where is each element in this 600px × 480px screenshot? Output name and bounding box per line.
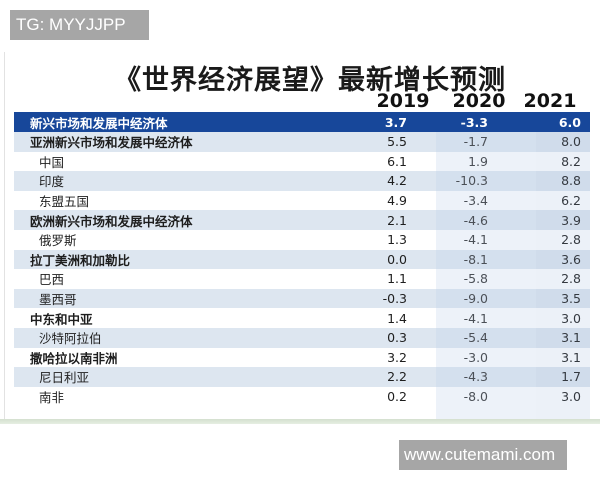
value-2019: -0.3 bbox=[382, 291, 407, 307]
row-label: 撒哈拉以南非洲 bbox=[30, 350, 118, 366]
row-label: 中东和中亚 bbox=[30, 311, 93, 327]
value-2019: 1.3 bbox=[387, 232, 407, 248]
table-row: 中东和中亚 1.4 -4.1 3.0 bbox=[14, 308, 590, 328]
value-2020: -1.7 bbox=[463, 134, 488, 150]
row-label: 亚洲新兴市场和发展中经济体 bbox=[30, 135, 193, 151]
row-label: 东盟五国 bbox=[39, 194, 90, 210]
value-2019: 5.5 bbox=[387, 134, 407, 150]
table-row: 拉丁美洲和加勒比 0.0 -8.1 3.6 bbox=[14, 249, 590, 270]
table-row: 欧洲新兴市场和发展中经济体 2.1 -4.6 3.9 bbox=[14, 210, 590, 230]
value-2019: 1.1 bbox=[387, 271, 407, 287]
year-2021-header: 2021 bbox=[523, 90, 577, 112]
value-2019: 0.2 bbox=[387, 389, 407, 405]
value-2021: 2.8 bbox=[561, 232, 581, 248]
table-row: 尼日利亚 2.2 -4.3 1.7 bbox=[14, 367, 590, 387]
table-row: 俄罗斯 1.3 -4.1 2.8 bbox=[14, 230, 590, 250]
value-2019: 3.7 bbox=[384, 114, 407, 130]
row-label: 欧洲新兴市场和发展中经济体 bbox=[30, 213, 193, 229]
row-label: 南非 bbox=[39, 390, 65, 406]
table-row: 撒哈拉以南非洲 3.2 -3.0 3.1 bbox=[14, 348, 590, 368]
value-2021: 6.2 bbox=[561, 193, 581, 209]
row-label: 尼日利亚 bbox=[39, 370, 90, 386]
value-2019: 6.1 bbox=[387, 153, 407, 169]
value-2019: 1.4 bbox=[387, 310, 407, 326]
value-2021: 3.0 bbox=[561, 389, 581, 405]
value-2021: 2.8 bbox=[561, 271, 581, 287]
document-edge bbox=[4, 52, 5, 422]
value-2020: -5.8 bbox=[463, 271, 488, 287]
value-2020: -3.0 bbox=[463, 349, 488, 365]
table-row: 亚洲新兴市场和发展中经济体 5.5 -1.7 8.0 bbox=[14, 132, 590, 152]
value-2021: 3.5 bbox=[561, 291, 581, 307]
table-row: 中国 6.1 1.9 8.2 bbox=[14, 152, 590, 172]
value-2021: 8.8 bbox=[561, 173, 581, 189]
value-2020: -3.4 bbox=[463, 193, 488, 209]
table-row: 南非 0.2 -8.0 3.0 bbox=[14, 387, 590, 407]
year-2020-header: 2020 bbox=[452, 90, 506, 112]
value-2021: 8.2 bbox=[561, 153, 581, 169]
value-2021: 8.0 bbox=[561, 134, 581, 150]
document-bottom-border bbox=[0, 419, 600, 424]
value-2019: 3.2 bbox=[387, 349, 407, 365]
growth-forecast-table: 新兴市场和发展中经济体 3.7 -3.3 6.0 亚洲新兴市场和发展中经济体 5… bbox=[14, 112, 590, 406]
row-label: 墨西哥 bbox=[39, 292, 77, 308]
row-label: 新兴市场和发展中经济体 bbox=[30, 115, 168, 131]
row-label: 巴西 bbox=[39, 272, 65, 288]
value-2019: 2.1 bbox=[387, 212, 407, 228]
value-2021: 1.7 bbox=[561, 369, 581, 385]
value-2020: 1.9 bbox=[468, 153, 488, 169]
value-2021: 3.1 bbox=[561, 330, 581, 346]
table-row: 印度 4.2 -10.3 8.8 bbox=[14, 171, 590, 191]
table-row: 东盟五国 4.9 -3.4 6.2 bbox=[14, 191, 590, 211]
value-2019: 4.9 bbox=[387, 193, 407, 209]
row-label: 沙特阿拉伯 bbox=[39, 331, 102, 347]
table-row: 沙特阿拉伯 0.3 -5.4 3.1 bbox=[14, 327, 590, 348]
value-2019: 4.2 bbox=[387, 173, 407, 189]
value-2020: -5.4 bbox=[463, 330, 488, 346]
table-row: 巴西 1.1 -5.8 2.8 bbox=[14, 269, 590, 289]
value-2021: 3.6 bbox=[561, 251, 581, 267]
value-2021: 3.1 bbox=[561, 349, 581, 365]
value-2020: -8.0 bbox=[463, 389, 488, 405]
year-header-row: 2019 2020 2021 bbox=[0, 90, 600, 112]
year-2019-header: 2019 bbox=[376, 90, 430, 112]
value-2020: -4.3 bbox=[463, 369, 488, 385]
value-2019: 0.0 bbox=[387, 251, 407, 267]
value-2020: -3.3 bbox=[460, 114, 488, 130]
document-title: 《世界经济展望》最新增长预测 bbox=[114, 65, 506, 96]
value-2020: -8.1 bbox=[463, 251, 488, 267]
watermark-bottom: www.cutemami.com bbox=[399, 440, 567, 470]
value-2019: 0.3 bbox=[387, 330, 407, 346]
watermark-top: TG: MYYJJPP bbox=[10, 10, 149, 40]
value-2021: 3.9 bbox=[561, 212, 581, 228]
value-2020: -4.1 bbox=[463, 310, 488, 326]
value-2020: -4.6 bbox=[463, 212, 488, 228]
row-label: 中国 bbox=[39, 154, 65, 170]
value-2021: 6.0 bbox=[558, 114, 581, 130]
row-label: 印度 bbox=[39, 174, 65, 190]
table-row: 墨西哥 -0.3 -9.0 3.5 bbox=[14, 288, 590, 309]
value-2019: 2.2 bbox=[387, 369, 407, 385]
table-row-emerging-developing: 新兴市场和发展中经济体 3.7 -3.3 6.0 bbox=[14, 112, 590, 132]
value-2020: -9.0 bbox=[463, 291, 488, 307]
value-2021: 3.0 bbox=[561, 310, 581, 326]
row-label: 俄罗斯 bbox=[39, 233, 77, 249]
value-2020: -4.1 bbox=[463, 232, 488, 248]
row-label: 拉丁美洲和加勒比 bbox=[30, 252, 131, 268]
value-2020: -10.3 bbox=[455, 173, 488, 189]
